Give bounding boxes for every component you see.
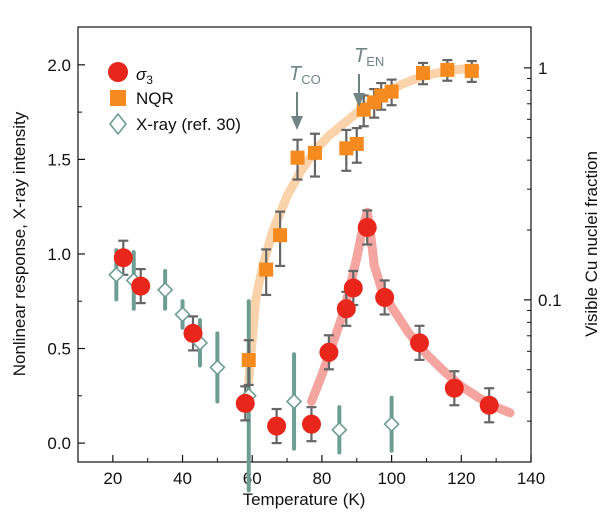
nqr-point [273, 228, 288, 243]
annotation-tco-arrow-head [291, 116, 303, 130]
sigma3-point [357, 217, 377, 237]
y-axis-title: Nonlinear response, X-ray intensity [10, 111, 29, 376]
sigma3-point [336, 299, 356, 319]
legend-marker-nqr [110, 90, 126, 106]
x-tick-label: 60 [243, 469, 262, 488]
legend-label-xray: X-ray (ref. 30) [136, 115, 241, 134]
xray-point [285, 393, 303, 410]
legend-marker-xray [108, 112, 128, 136]
sigma3-point [343, 278, 363, 298]
x-tick-label: 120 [447, 469, 475, 488]
sigma3-point [409, 333, 429, 353]
nqr-point [290, 150, 305, 165]
nqr-point [440, 62, 455, 77]
xray-point [174, 306, 191, 323]
sigma3-point [113, 248, 133, 268]
xray-point [383, 416, 400, 433]
y2-tick-label: 0.1 [538, 291, 562, 310]
xray-point [108, 266, 125, 283]
nqr-point [307, 145, 322, 160]
sigma3-point [131, 276, 151, 296]
sigma3-point [479, 395, 499, 415]
ticks-layer: 20 40 60 80 100 120 140 0.0 0.5 1.0 1.5 2.0 0.1 1 [47, 56, 561, 488]
annotation-tco: TCO [289, 63, 321, 130]
sigma3-point [267, 416, 287, 436]
y2-tick-label: 1 [538, 59, 547, 78]
x-axis-title: Temperature (K) [243, 490, 366, 509]
sigma3-point [235, 393, 255, 413]
xray-point [156, 281, 174, 299]
y2-axis-title: Visible Cu nuclei fraction [582, 151, 601, 337]
legend: σ3 NQR X-ray (ref. 30) [108, 62, 241, 136]
nqr-point [259, 262, 274, 277]
y-tick-label: 1.0 [47, 245, 71, 264]
x-tick-label: 100 [377, 469, 405, 488]
marks-layer [108, 62, 499, 438]
y-tick-label: 2.0 [47, 56, 71, 75]
fits-layer [244, 63, 515, 418]
legend-label-nqr: NQR [136, 89, 174, 108]
sigma3-point [183, 323, 203, 343]
x-tick-label: 40 [173, 469, 192, 488]
legend-label-sigma3: σ3 [136, 65, 153, 87]
legend-marker-sigma3 [108, 62, 128, 82]
nqr-point [349, 136, 364, 151]
x-tick-label: 20 [103, 469, 122, 488]
sigma3-point [375, 287, 395, 307]
sigma3-point [319, 342, 339, 362]
nqr-point [415, 66, 430, 81]
y-tick-label: 0.0 [47, 434, 71, 453]
y-tick-label: 0.5 [47, 340, 71, 359]
x-tick-label: 140 [517, 469, 545, 488]
nqr-point [241, 353, 256, 368]
nqr-point [464, 63, 479, 78]
annotation-ten-label: TEN [354, 45, 384, 69]
plot-frame [77, 26, 532, 463]
annotation-ten: TEN [353, 45, 384, 107]
x-tick-label: 80 [312, 469, 331, 488]
annotation-ten-arrow-head [353, 93, 365, 107]
xray-point [331, 421, 348, 438]
sigma3-point [444, 378, 464, 398]
xray-point [209, 359, 226, 376]
nqr-point [384, 84, 399, 99]
y-tick-label: 1.5 [47, 150, 71, 169]
sigma3-point [301, 414, 321, 434]
annotation-tco-label: TCO [289, 63, 321, 87]
